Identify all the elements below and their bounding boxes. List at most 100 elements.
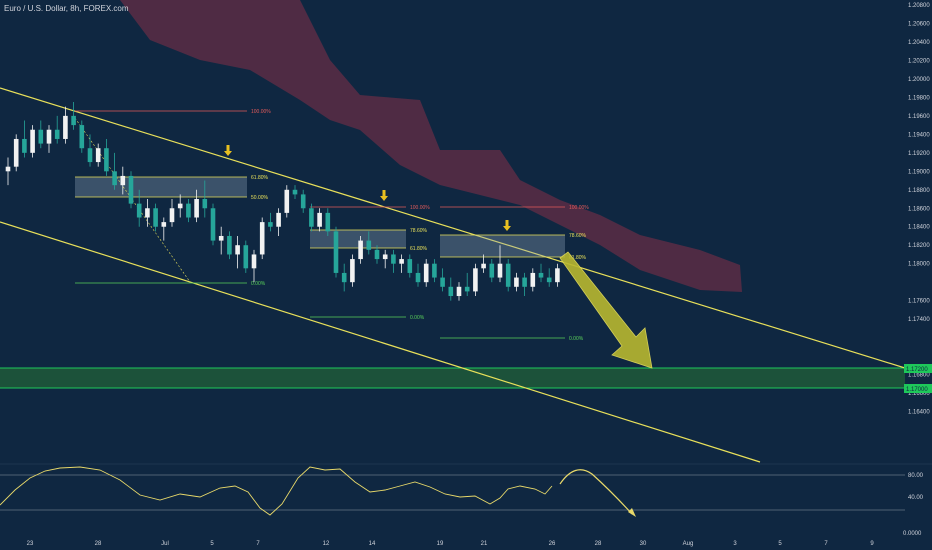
candle-body (473, 268, 478, 292)
fib-3-100-label: 100.00% (569, 205, 589, 211)
support-zone (0, 368, 905, 388)
candle-body (169, 208, 175, 223)
candle-body (300, 194, 306, 209)
candle-body (489, 263, 495, 278)
candle-body (210, 208, 216, 241)
candle-body (440, 277, 445, 287)
oscillator-projection (559, 469, 633, 515)
price-tick-label: 1.20600 (908, 21, 930, 27)
time-tick-label: 9 (870, 541, 874, 547)
candle-body (497, 263, 503, 278)
channel-upper-line (0, 87, 906, 369)
candle-body (292, 189, 298, 195)
projection-arrow-body (559, 251, 653, 369)
time-tick-label: Jul (161, 541, 169, 547)
candle-body (505, 263, 511, 287)
candle-body (95, 148, 101, 163)
projection-arrow (559, 251, 653, 369)
candle-body (341, 272, 347, 283)
candle-body (54, 129, 60, 139)
time-tick-label: 21 (481, 541, 488, 547)
fib-3-786-label: 78.60% (569, 233, 587, 239)
candle-body (5, 166, 11, 172)
price-tick-label: 1.19200 (908, 151, 930, 157)
candle-body (309, 208, 314, 227)
fib-1-100-label: 100.00% (251, 109, 271, 115)
candle-body (235, 245, 240, 255)
channel-lower-line (0, 221, 761, 463)
zone-label-bottom-bg (904, 384, 932, 393)
time-tick-label: 28 (95, 541, 102, 547)
price-tick-label: 1.17600 (908, 299, 930, 305)
arrow-3-head (503, 226, 511, 231)
time-tick-label: 12 (323, 541, 330, 547)
arrow-marker-3 (503, 220, 511, 231)
time-tick-label: 3 (733, 541, 737, 547)
osc-tick-0: 0.0000 (903, 531, 922, 537)
time-tick-label: 14 (369, 541, 376, 547)
candle-body (79, 125, 85, 149)
oscillator-line (0, 466, 553, 516)
candle-body (136, 203, 142, 218)
candle-body (464, 286, 470, 292)
fib-3-0-label: 0.00% (569, 336, 584, 342)
fib-2-0-label: 0.00% (410, 315, 425, 321)
fib-set-3: 100.00% 78.60% 61.80% 0.00% (440, 205, 589, 342)
time-axis[interactable]: 23 28 Jul 5 7 12 14 19 21 26 28 30 Aug 3 5 7 9 (27, 541, 875, 547)
candle-body (251, 254, 257, 269)
fib-1-50-label: 50.00% (251, 195, 269, 201)
candle-body (227, 235, 232, 255)
price-axis[interactable]: 1.20800 1.20600 1.20400 1.20200 1.20000 1.198… (908, 3, 930, 416)
arrow-marker-1 (224, 145, 232, 156)
candle-body (407, 259, 413, 273)
candle-body (128, 175, 134, 204)
fib-1-618-label: 61.80% (251, 175, 269, 181)
price-tick-label: 1.19000 (908, 169, 930, 175)
price-tick-label: 1.19600 (908, 114, 930, 120)
candle-body (276, 212, 281, 227)
candle-body (555, 268, 560, 283)
candle-body (112, 171, 117, 186)
chart-title: Euro / U.S. Dollar, 8h, FOREX.com (4, 4, 129, 13)
candle-body (104, 148, 109, 172)
price-tick-label: 1.18000 (908, 262, 930, 268)
candle-body (13, 138, 19, 167)
candle-body (333, 231, 339, 273)
time-tick-label: Aug (683, 541, 694, 547)
price-tick-label: 1.16800 (908, 373, 930, 379)
candle-body (71, 115, 76, 126)
fib-1-box (75, 177, 247, 197)
candle-body (186, 203, 191, 218)
candle-body (284, 189, 290, 213)
osc-tick-40: 40.00 (908, 495, 924, 501)
candle-body (202, 199, 208, 209)
fib-2-618-label: 61.80% (410, 246, 428, 252)
candle-body (194, 199, 199, 218)
candle-body (399, 259, 404, 264)
candles-group (5, 102, 560, 301)
candle-body (366, 240, 372, 250)
price-tick-label: 1.18600 (908, 206, 930, 212)
candle-body (358, 240, 363, 260)
candle-body (177, 203, 183, 209)
candle-body (423, 263, 429, 283)
candle-body (350, 259, 355, 283)
zone-label-top-bg (904, 364, 932, 373)
time-tick-label: 28 (595, 541, 602, 547)
candle-body (87, 148, 93, 163)
arrow-3-shaft (505, 220, 509, 226)
candle-body (22, 138, 27, 153)
candle-body (514, 277, 519, 287)
zone-label-bottom: 1.17000 (906, 387, 928, 393)
time-tick-label: 23 (27, 541, 34, 547)
price-tick-label: 1.18400 (908, 225, 930, 231)
candle-body (538, 272, 544, 278)
oscillator-projection-head (628, 508, 636, 517)
candle-body (218, 235, 224, 241)
zone-label-top: 1.17200 (906, 367, 928, 373)
candle-body (415, 272, 421, 283)
candle-body (120, 175, 126, 186)
candle-body (30, 129, 35, 153)
